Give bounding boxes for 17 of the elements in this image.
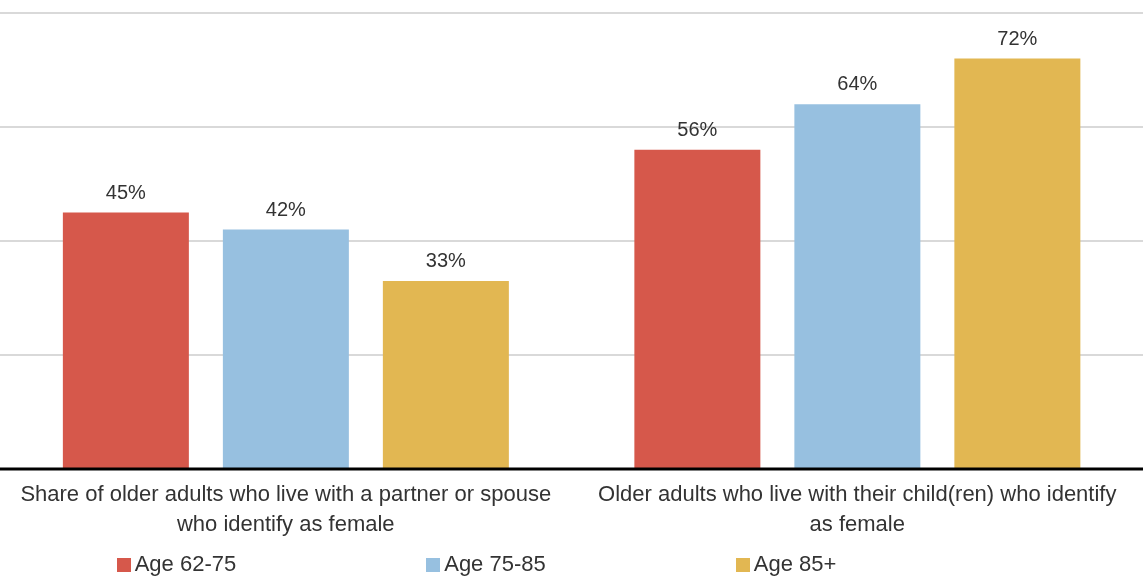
data-label: 72% [997, 26, 1038, 49]
x-tick-label: Share of older adults who live with a partner or spouse who identify as female [20, 481, 552, 536]
legend-label: Age 75-85 [444, 551, 546, 576]
data-label: 64% [837, 72, 878, 95]
bar [634, 149, 761, 469]
data-label: 42% [265, 197, 307, 220]
bar [794, 104, 921, 469]
x-tick-label: Older adults who live with their child(ren) who identify as female [598, 481, 1117, 536]
legend-label: Age 85+ [753, 551, 837, 576]
bar [954, 58, 1081, 469]
data-label: 45% [105, 180, 147, 203]
data-label: 33% [425, 248, 467, 271]
legend-label: Age 62-75 [134, 551, 237, 576]
bar [62, 212, 189, 469]
data-label: 56% [677, 117, 718, 140]
bar [222, 229, 349, 469]
bar [382, 280, 509, 469]
